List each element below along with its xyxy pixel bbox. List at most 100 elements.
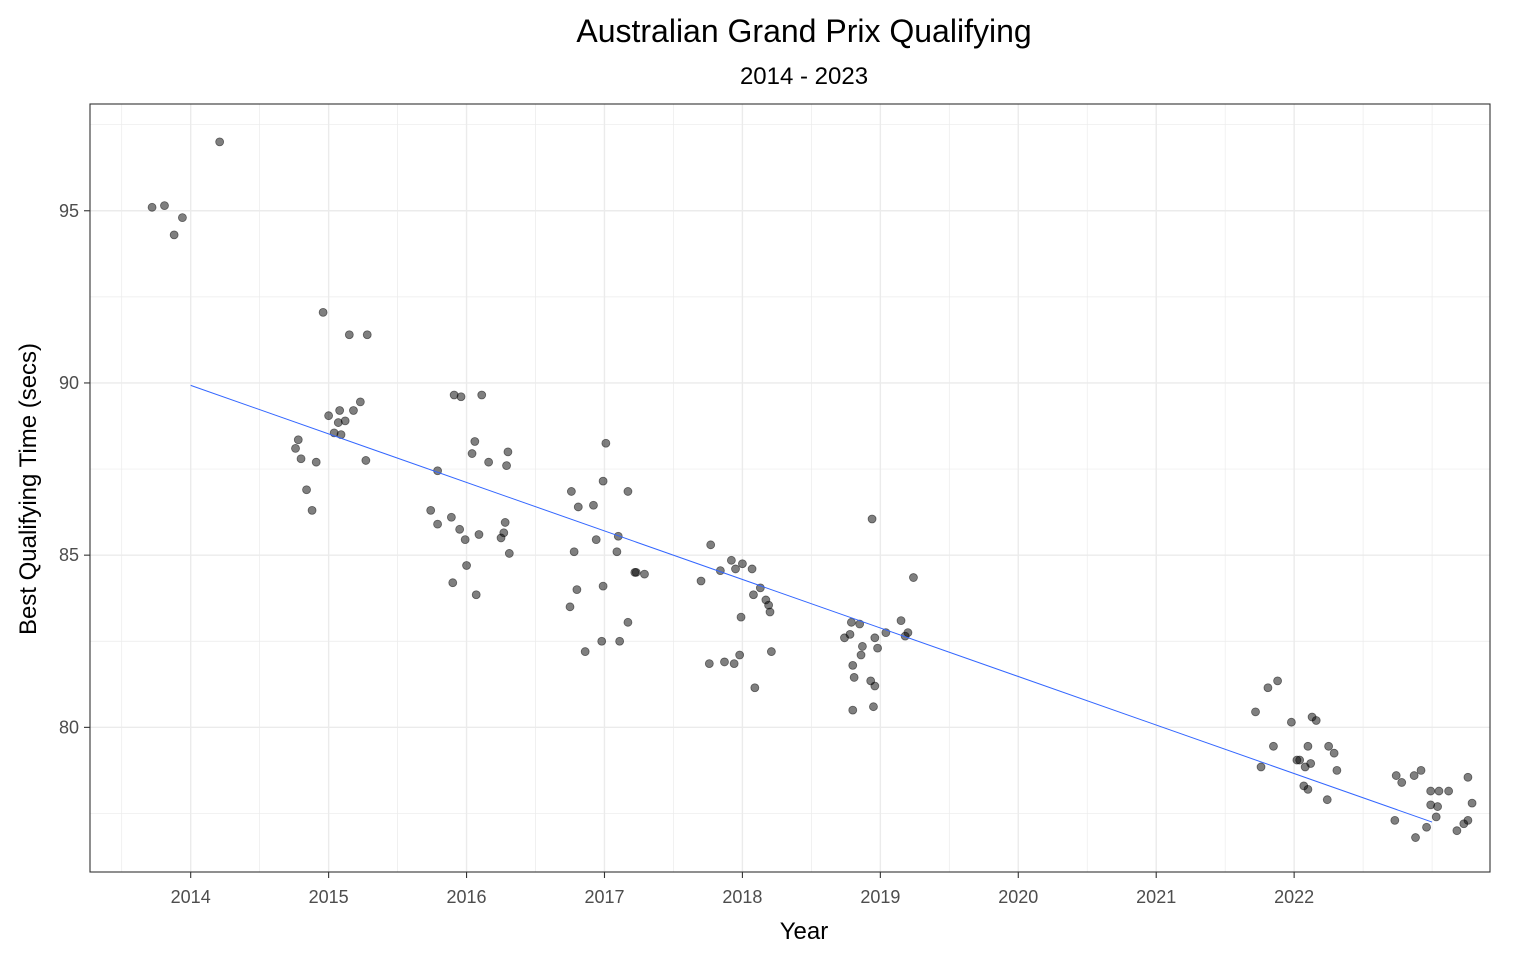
data-point <box>293 435 303 445</box>
chart-title: Australian Grand Prix Qualifying <box>576 13 1031 49</box>
data-point <box>1306 759 1316 768</box>
data-point <box>765 607 775 617</box>
data-point <box>1322 795 1332 805</box>
data-point <box>601 438 611 448</box>
data-point <box>291 443 300 453</box>
trend-line <box>190 384 1433 823</box>
data-point <box>1444 786 1454 796</box>
grid-lines <box>90 104 1490 872</box>
data-point <box>1269 741 1278 751</box>
data-point <box>749 590 758 600</box>
data-point <box>1397 778 1407 787</box>
data-point <box>735 650 745 660</box>
data-point <box>456 392 466 402</box>
data-point <box>612 547 622 557</box>
data-point <box>361 456 371 465</box>
data-point <box>471 590 481 600</box>
data-point <box>573 502 583 512</box>
data-point <box>349 406 358 415</box>
data-point <box>1303 741 1313 751</box>
x-axis-title: Year <box>780 918 829 945</box>
data-point <box>178 213 187 223</box>
data-point <box>640 569 649 579</box>
data-point <box>499 528 509 538</box>
data-point <box>1332 766 1342 775</box>
data-point <box>340 416 350 426</box>
data-point <box>870 633 880 643</box>
data-point <box>873 643 882 653</box>
data-point <box>1390 815 1400 825</box>
data-point <box>855 619 865 629</box>
data-point <box>1311 716 1321 725</box>
data-point <box>307 505 317 515</box>
data-point <box>1409 771 1419 780</box>
data-point <box>566 487 576 496</box>
data-point <box>311 457 321 467</box>
y-tick-label: 80 <box>59 717 79 737</box>
data-point <box>503 447 513 457</box>
data-point <box>750 683 760 693</box>
data-point <box>477 390 487 400</box>
data-point <box>846 617 856 627</box>
x-tick-label: 2020 <box>998 887 1038 907</box>
data-point <box>631 567 641 577</box>
data-point <box>1273 676 1282 686</box>
data-point <box>1295 755 1305 765</box>
data-point <box>1416 766 1426 775</box>
data-point <box>1463 772 1473 782</box>
data-point <box>1434 786 1444 796</box>
data-point <box>589 500 598 510</box>
data-point <box>903 628 913 638</box>
data-point <box>1263 683 1273 693</box>
data-point <box>1303 784 1313 794</box>
data-point <box>1411 833 1420 842</box>
y-tick-label: 85 <box>59 545 79 565</box>
data-point <box>848 660 858 670</box>
data-point <box>1391 771 1401 780</box>
data-point <box>504 549 514 558</box>
data-point <box>147 202 157 212</box>
data-point <box>870 681 880 691</box>
trend-line-layer <box>190 384 1433 823</box>
y-axis-title: Best Qualifying Time (secs) <box>15 343 42 635</box>
data-point <box>572 585 582 594</box>
data-point <box>896 616 906 625</box>
data-point <box>738 559 747 569</box>
data-point <box>474 530 484 539</box>
x-tick-label: 2016 <box>447 887 487 907</box>
data-point <box>215 137 225 147</box>
data-point <box>455 524 465 534</box>
data-point <box>598 476 608 486</box>
data-point <box>433 519 442 529</box>
data-point <box>858 642 867 651</box>
data-point <box>1324 741 1334 751</box>
data-point <box>1467 798 1477 808</box>
data-point <box>909 573 918 582</box>
x-tick-label: 2015 <box>309 887 349 907</box>
data-point <box>344 330 354 340</box>
data-point <box>1426 786 1436 796</box>
data-point <box>318 307 328 317</box>
data-point <box>736 612 746 622</box>
data-point <box>1463 815 1473 825</box>
data-point <box>569 547 579 557</box>
data-point <box>160 201 169 210</box>
data-point <box>845 629 855 639</box>
x-tick-label: 2017 <box>584 887 624 907</box>
data-point <box>598 581 608 591</box>
data-point <box>296 454 306 464</box>
data-point <box>720 657 729 667</box>
data-point <box>867 514 877 524</box>
x-tick-label: 2019 <box>860 887 900 907</box>
data-point <box>448 578 458 588</box>
data-point <box>597 636 607 646</box>
y-tick-label: 95 <box>59 201 79 221</box>
y-tick-label: 90 <box>59 373 79 393</box>
x-tick-label: 2021 <box>1136 887 1176 907</box>
data-point <box>747 564 757 574</box>
data-point <box>1251 707 1260 717</box>
axes: 2014 2015 2016 2017 2018 2019 2020 2021 2022 80 85… <box>59 201 1314 907</box>
data-point <box>426 505 436 515</box>
data-point <box>502 461 511 471</box>
